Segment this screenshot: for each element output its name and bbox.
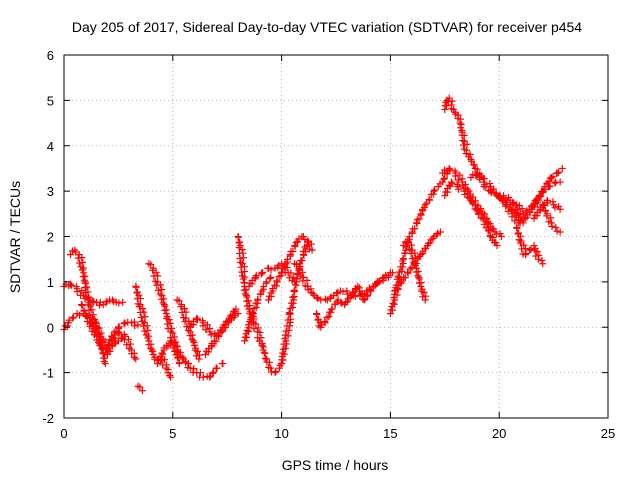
x-axis-label: GPS time / hours <box>282 457 389 473</box>
y-tick-label: 6 <box>47 48 54 63</box>
x-tick-label: 25 <box>601 426 615 441</box>
sdtvar-chart: Day 205 of 2017, Sidereal Day-to-day VTE… <box>0 0 640 480</box>
y-tick-label: -1 <box>42 366 54 381</box>
x-tick-label: 0 <box>60 426 67 441</box>
y-tick-label: 5 <box>47 93 54 108</box>
y-tick-label: 3 <box>47 184 54 199</box>
y-tick-label: 0 <box>47 320 54 335</box>
y-tick-label: 1 <box>47 275 54 290</box>
y-tick-label: -2 <box>42 411 54 426</box>
y-axis-label: SDTVAR / TECUs <box>7 181 23 293</box>
chart-background <box>0 0 640 480</box>
y-tick-label: 4 <box>47 139 54 154</box>
chart-title: Day 205 of 2017, Sidereal Day-to-day VTE… <box>72 19 582 35</box>
x-tick-label: 20 <box>492 426 506 441</box>
x-tick-label: 10 <box>274 426 288 441</box>
x-tick-label: 5 <box>169 426 176 441</box>
x-tick-label: 15 <box>383 426 397 441</box>
y-tick-label: 2 <box>47 230 54 245</box>
